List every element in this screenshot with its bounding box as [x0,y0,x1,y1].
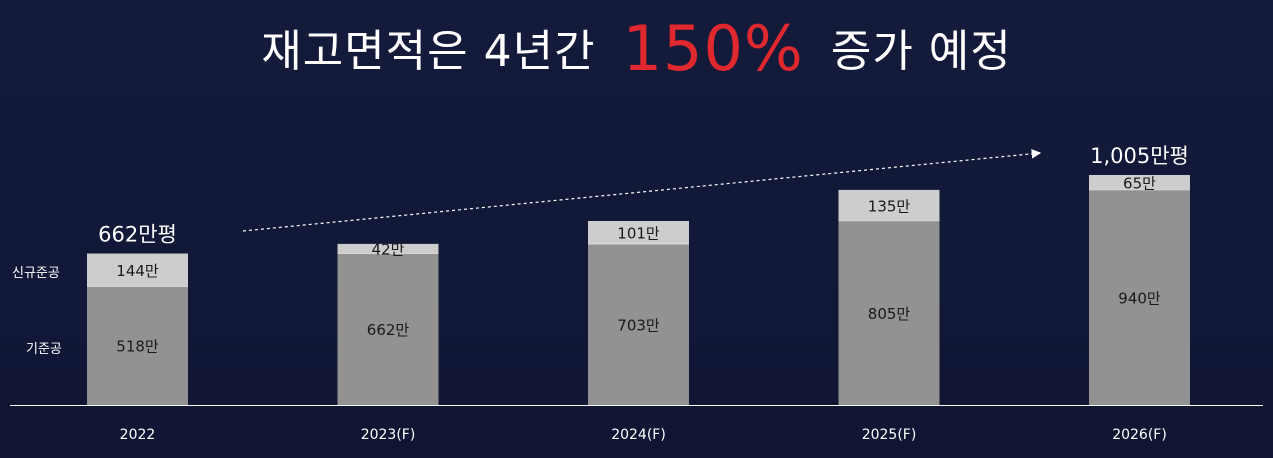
label-existing-3: 805만 [868,305,911,323]
trend-arrow [242,149,1042,232]
bar-new-4 [1089,175,1190,190]
legend-new-construction: 신규준공 [12,266,60,281]
total-annotation-0: 662만평 [98,222,177,246]
chart-title: 재고면적은 4년간 150% 증가 예정 [0,8,1273,85]
bar-new-1 [337,243,439,254]
label-existing-1: 662만 [367,321,410,339]
bar-existing-0 [87,286,188,405]
bar-existing-3 [838,220,940,405]
title-highlight: 150% [622,12,804,85]
bar-new-0 [87,253,188,287]
label-new-1: 42만 [372,241,405,259]
label-new-2: 101만 [617,225,660,243]
x-tick-label-3: 2025(F) [862,427,917,443]
title-prefix: 재고면적은 4년간 [261,26,596,77]
label-existing-0: 518만 [116,338,159,356]
label-new-4: 65만 [1123,174,1156,192]
bar-existing-2 [588,244,689,405]
legend-existing: 기준공 [26,342,62,357]
bar-existing-4 [1089,189,1190,405]
x-tick-label-0: 2022 [120,427,156,443]
label-new-0: 144만 [116,262,159,280]
x-tick-label-1: 2023(F) [361,427,416,443]
x-tick-label-2: 2024(F) [611,427,666,443]
label-new-3: 135만 [868,197,911,215]
label-existing-4: 940만 [1118,289,1161,307]
bar-existing-1 [337,253,439,405]
bar-new-3 [838,189,940,221]
label-existing-2: 703만 [617,317,660,335]
title-suffix: 증가 예정 [830,26,1012,77]
bar-new-2 [588,221,689,245]
x-tick-label-4: 2026(F) [1112,427,1167,443]
total-annotation-1: 1,005만평 [1090,144,1189,168]
